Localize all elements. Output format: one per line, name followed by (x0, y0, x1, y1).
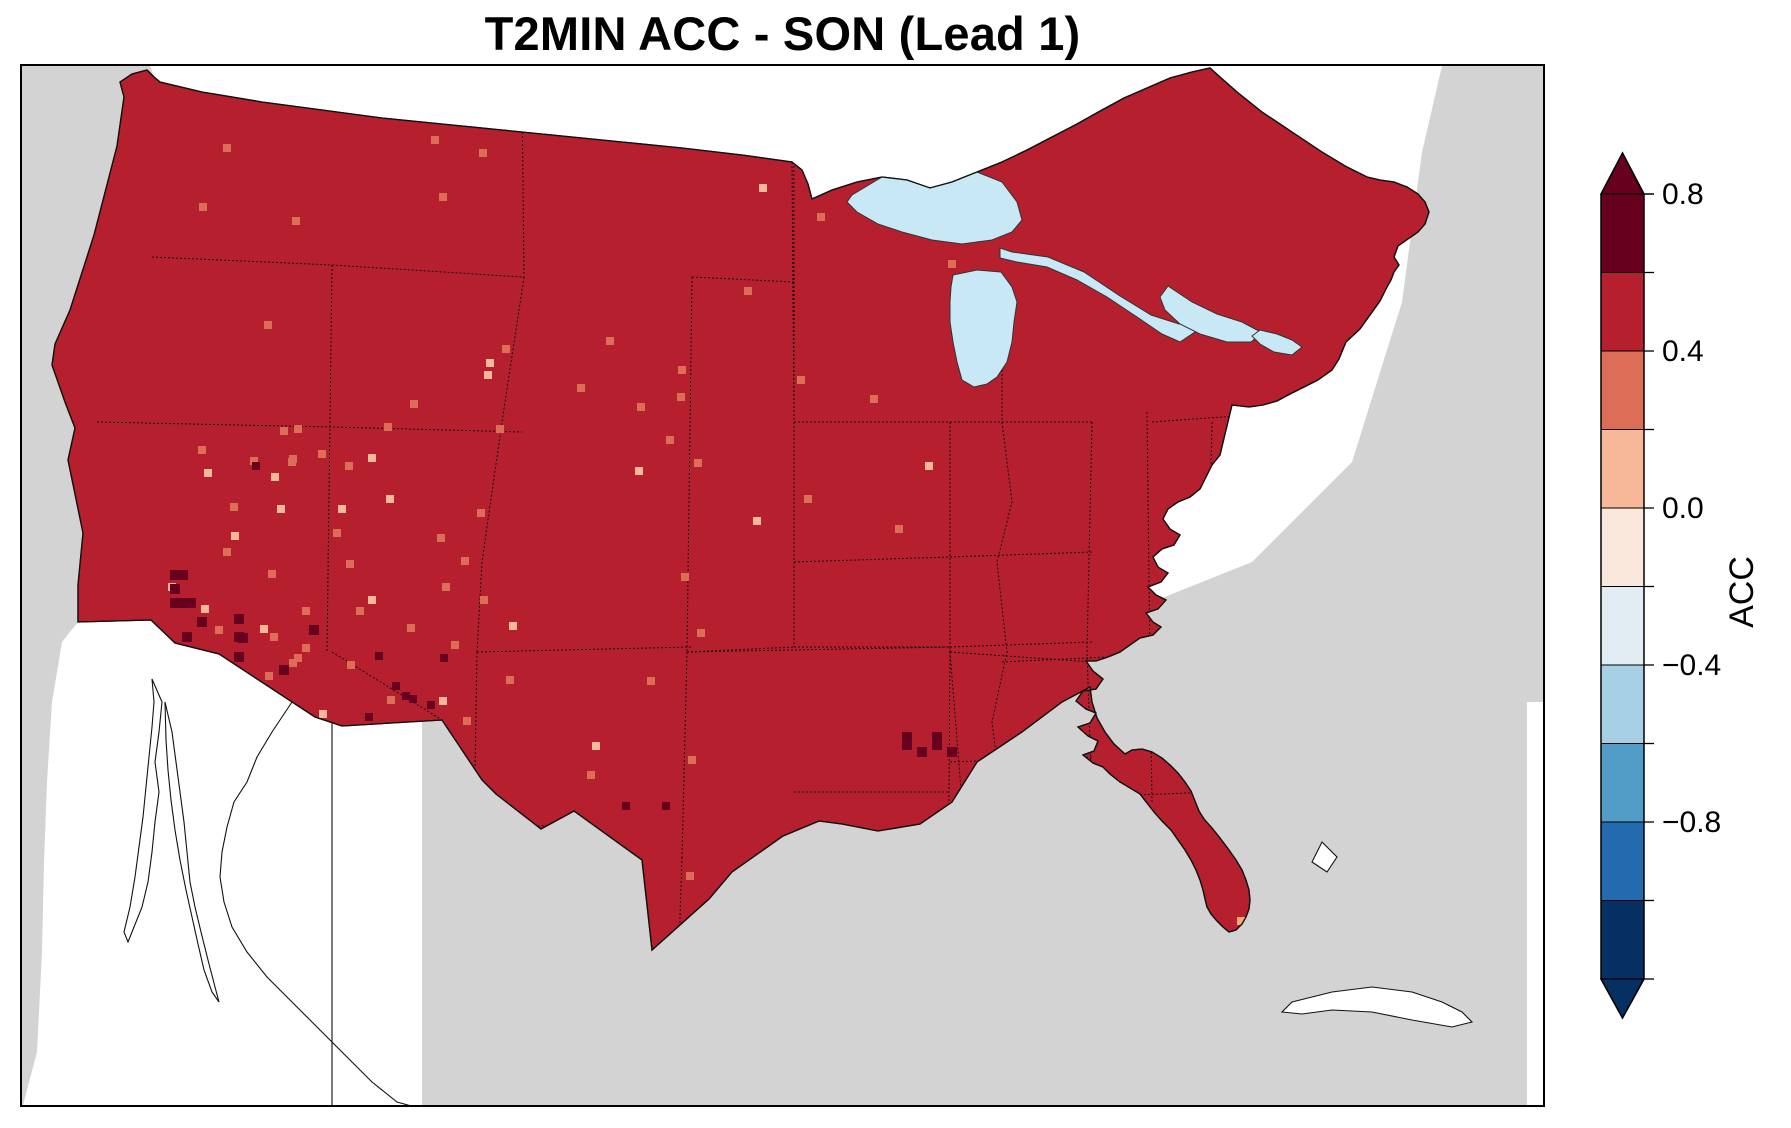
svg-text:0.0: 0.0 (1662, 492, 1704, 525)
svg-text:0.4: 0.4 (1662, 335, 1704, 368)
svg-text:−0.4: −0.4 (1662, 649, 1721, 682)
svg-text:ACC: ACC (1723, 556, 1761, 628)
svg-text:0.8: 0.8 (1662, 178, 1704, 211)
svg-text:−0.8: −0.8 (1662, 806, 1721, 839)
